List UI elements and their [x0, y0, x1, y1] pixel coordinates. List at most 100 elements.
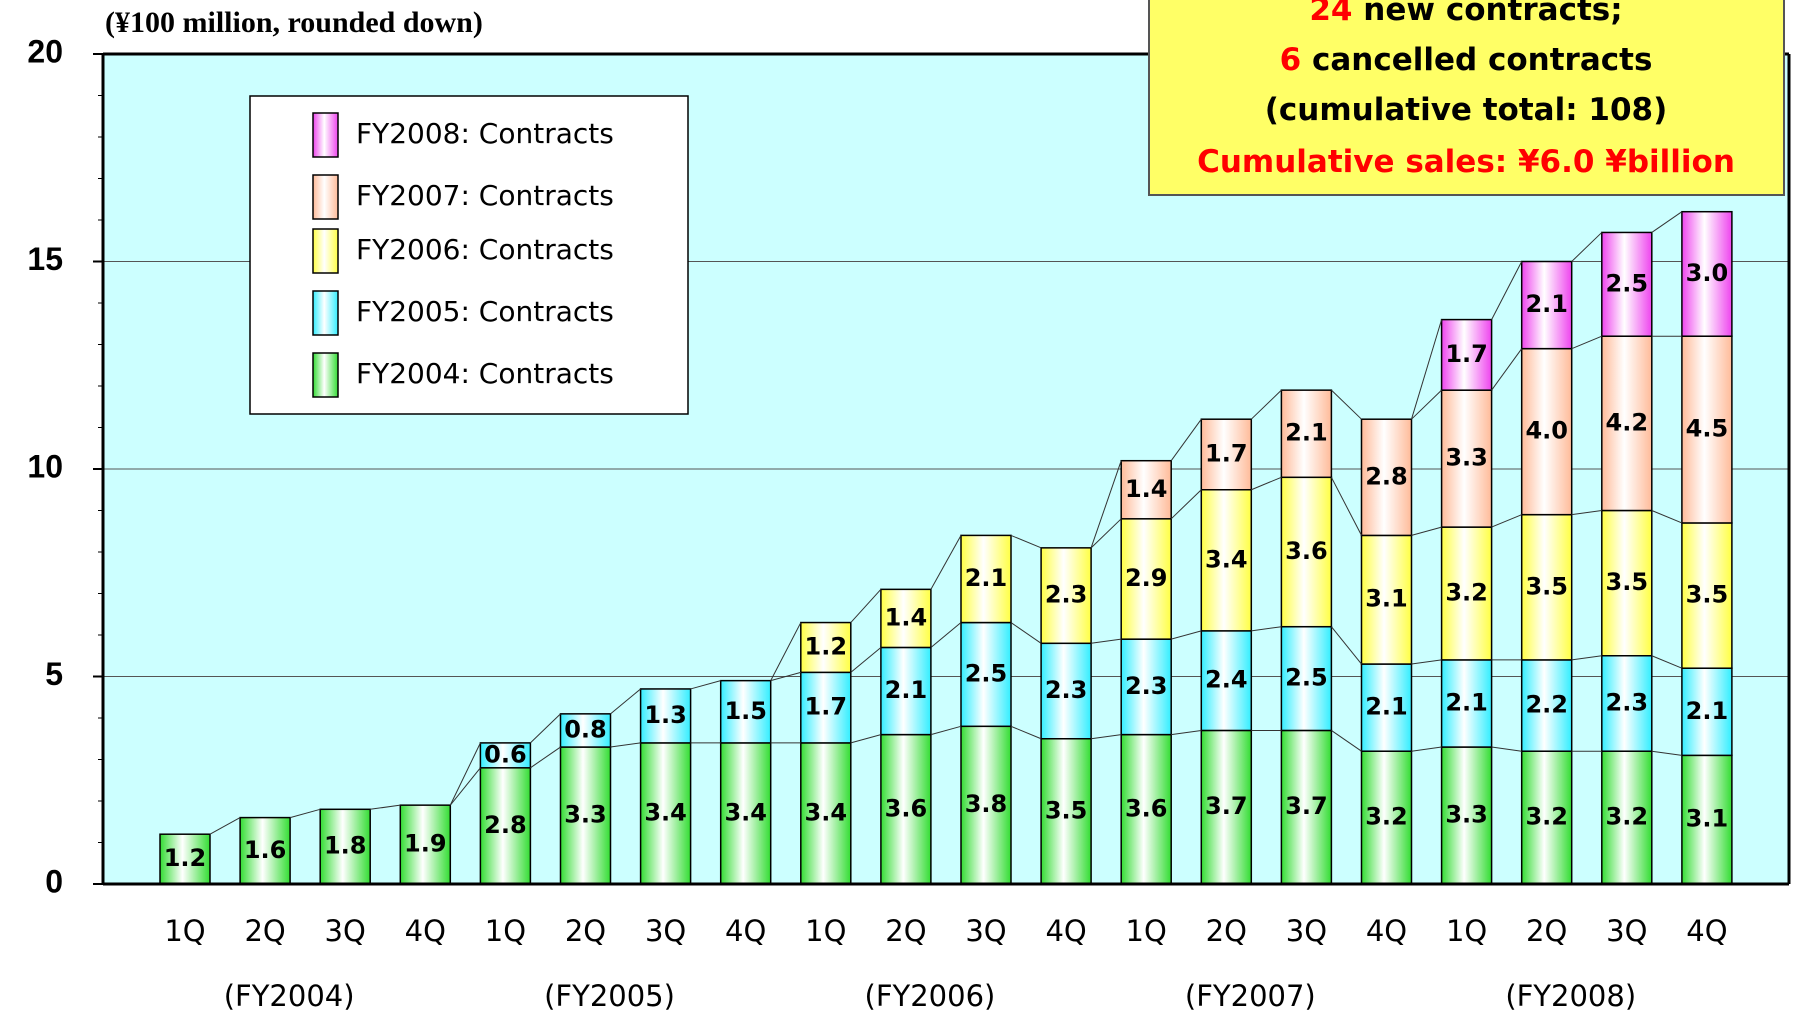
value-label: 3.0 [1686, 259, 1729, 287]
y-axis-label: (¥100 million, rounded down) [105, 6, 483, 39]
value-label: 2.1 [885, 676, 928, 704]
x-tick-label: 1Q [164, 914, 205, 948]
x-tick-label: 2Q [885, 914, 926, 948]
connector [1090, 460, 1122, 549]
bar-segment [1200, 489, 1253, 632]
bar-segment [559, 713, 612, 748]
connector [530, 746, 561, 769]
annotation-box [1148, 0, 1785, 196]
y-tick-label: 15 [27, 241, 63, 277]
connector [930, 622, 962, 648]
value-label: 3.5 [1606, 568, 1649, 596]
connector [770, 671, 801, 682]
connector [1010, 622, 1042, 644]
connector [1331, 389, 1362, 420]
bar-segment [159, 833, 211, 885]
x-tick-label: 2Q [244, 914, 285, 948]
connector [1411, 389, 1442, 420]
legend-swatch [312, 174, 339, 220]
value-label: 1.5 [724, 697, 767, 725]
bar-segment [1280, 625, 1333, 732]
y-tick-label: 5 [45, 656, 63, 692]
annotation-text: 6 [1280, 42, 1302, 78]
value-label: 3.1 [1686, 805, 1729, 833]
connector [209, 817, 241, 835]
connector [770, 622, 802, 681]
value-label: 3.3 [1445, 801, 1488, 829]
connector [449, 767, 481, 806]
bar-segment [1120, 518, 1172, 640]
bar-segment [1120, 638, 1172, 736]
value-label: 1.8 [324, 832, 367, 860]
legend-label: FY2005: Contracts [356, 295, 614, 328]
bar-segment [1520, 260, 1573, 350]
x-tick-label: 4Q [725, 914, 766, 948]
connector [1411, 526, 1442, 536]
x-tick-label: 4Q [1045, 914, 1086, 948]
value-label: 3.4 [724, 798, 767, 826]
bar-segment [639, 688, 692, 744]
value-label: 0.6 [484, 740, 527, 768]
connector [930, 725, 962, 736]
connector [1171, 729, 1202, 736]
connector [1651, 510, 1683, 524]
bar-segment [1681, 522, 1733, 669]
connector [1170, 418, 1202, 461]
connector [610, 742, 641, 748]
x-tick-label: 4Q [405, 914, 446, 948]
value-label: 3.2 [1365, 803, 1408, 831]
value-label: 2.1 [1365, 693, 1408, 721]
bar-segment [1200, 418, 1253, 491]
value-label: 2.4 [1205, 666, 1248, 694]
bar-segment [1520, 659, 1573, 752]
x-tick-label: 4Q [1366, 914, 1407, 948]
value-label: 1.2 [164, 844, 207, 872]
connector [1171, 630, 1202, 640]
y-tick-label: 0 [45, 863, 63, 899]
connector [1571, 510, 1602, 516]
connector [1651, 655, 1683, 669]
value-label: 3.2 [1525, 803, 1568, 831]
bar-segment [1601, 509, 1653, 657]
bar-segment [1681, 754, 1733, 885]
connector [1010, 725, 1042, 740]
value-label: 3.1 [1365, 585, 1408, 613]
x-tick-label: 3Q [1286, 914, 1327, 948]
value-label: 3.6 [1125, 794, 1168, 822]
annotation-text: Cumulative sales: ¥6.0 ¥billion [1197, 144, 1735, 180]
connector [1090, 518, 1122, 549]
x-tick-label: 4Q [1686, 914, 1727, 948]
connector [1091, 734, 1122, 740]
x-tick-label: 1Q [1126, 914, 1167, 948]
connector [690, 680, 721, 690]
connector [1571, 232, 1603, 262]
group-label: (FY2007) [1185, 979, 1316, 1013]
value-label: 3.2 [1445, 579, 1488, 607]
bar-segment [1520, 513, 1573, 661]
value-label: 3.5 [1045, 796, 1088, 824]
annotation-text: new contracts; [1353, 0, 1623, 28]
value-label: 2.3 [1606, 688, 1649, 716]
bar-segment [1280, 476, 1333, 628]
y-tick-label: 10 [27, 448, 63, 484]
bar-segment [960, 621, 1012, 728]
connector [1251, 626, 1282, 632]
connector [289, 808, 321, 819]
bar-segment [1280, 729, 1333, 885]
value-label: 2.1 [1445, 688, 1488, 716]
x-tick-label: 1Q [805, 914, 846, 948]
bar-segment [1120, 733, 1172, 885]
bar-segment [960, 534, 1012, 624]
value-label: 2.3 [1045, 581, 1088, 609]
connector [1651, 750, 1682, 756]
connector [1170, 489, 1202, 520]
connector [930, 535, 962, 590]
bar-segment [1681, 667, 1733, 757]
connector [1651, 211, 1683, 233]
value-label: 2.5 [965, 659, 1008, 687]
value-label: 3.7 [1205, 792, 1248, 820]
connector [1411, 319, 1443, 420]
value-label: 1.2 [805, 632, 848, 660]
value-label: 1.7 [1445, 340, 1488, 368]
